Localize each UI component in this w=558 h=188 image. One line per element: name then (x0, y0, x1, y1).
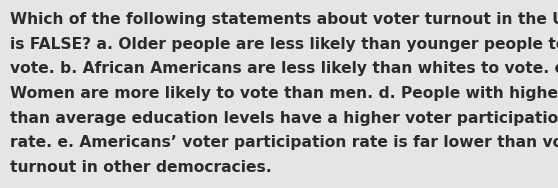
Text: turnout in other democracies.: turnout in other democracies. (10, 160, 272, 175)
Text: is FALSE? a. Older people are less likely than younger people to: is FALSE? a. Older people are less likel… (10, 37, 558, 52)
Text: Women are more likely to vote than men. d. People with higher: Women are more likely to vote than men. … (10, 86, 558, 101)
Text: vote. b. African Americans are less likely than whites to vote. c.: vote. b. African Americans are less like… (10, 61, 558, 77)
Text: than average education levels have a higher voter participation: than average education levels have a hig… (10, 111, 558, 126)
Text: rate. e. Americans’ voter participation rate is far lower than voter: rate. e. Americans’ voter participation … (10, 135, 558, 150)
Text: Which of the following statements about voter turnout in the U.S.: Which of the following statements about … (10, 12, 558, 27)
